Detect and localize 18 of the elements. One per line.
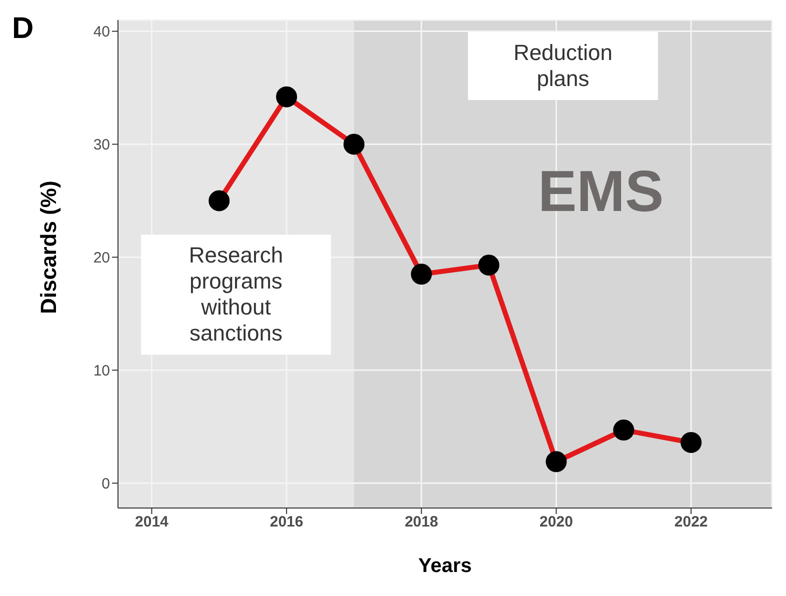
text-box: Research programs without sanctions [141,234,331,355]
chart-title: D [12,12,34,46]
y-axis-title: Discards (%) [36,180,61,314]
annotation: EMS [538,158,664,225]
y-tick-label: 10 [93,362,110,380]
y-tick-label: 0 [102,475,110,492]
x-tick-label: 2020 [540,514,573,531]
x-axis-title: Years [418,555,472,577]
x-tick-label: 2022 [674,514,708,531]
x-tick-label: 2016 [270,514,304,531]
text-box: Reduction plans [468,32,658,100]
x-tick-label: 2014 [135,514,170,531]
band-label: Reduction plans [513,40,613,91]
x-tick-label: 2018 [404,514,438,531]
band-label: Research programs without sanctions [188,242,284,346]
y-tick-label: 40 [93,24,110,41]
y-tick-label: 20 [93,250,110,267]
y-tick-label: 30 [93,136,110,154]
